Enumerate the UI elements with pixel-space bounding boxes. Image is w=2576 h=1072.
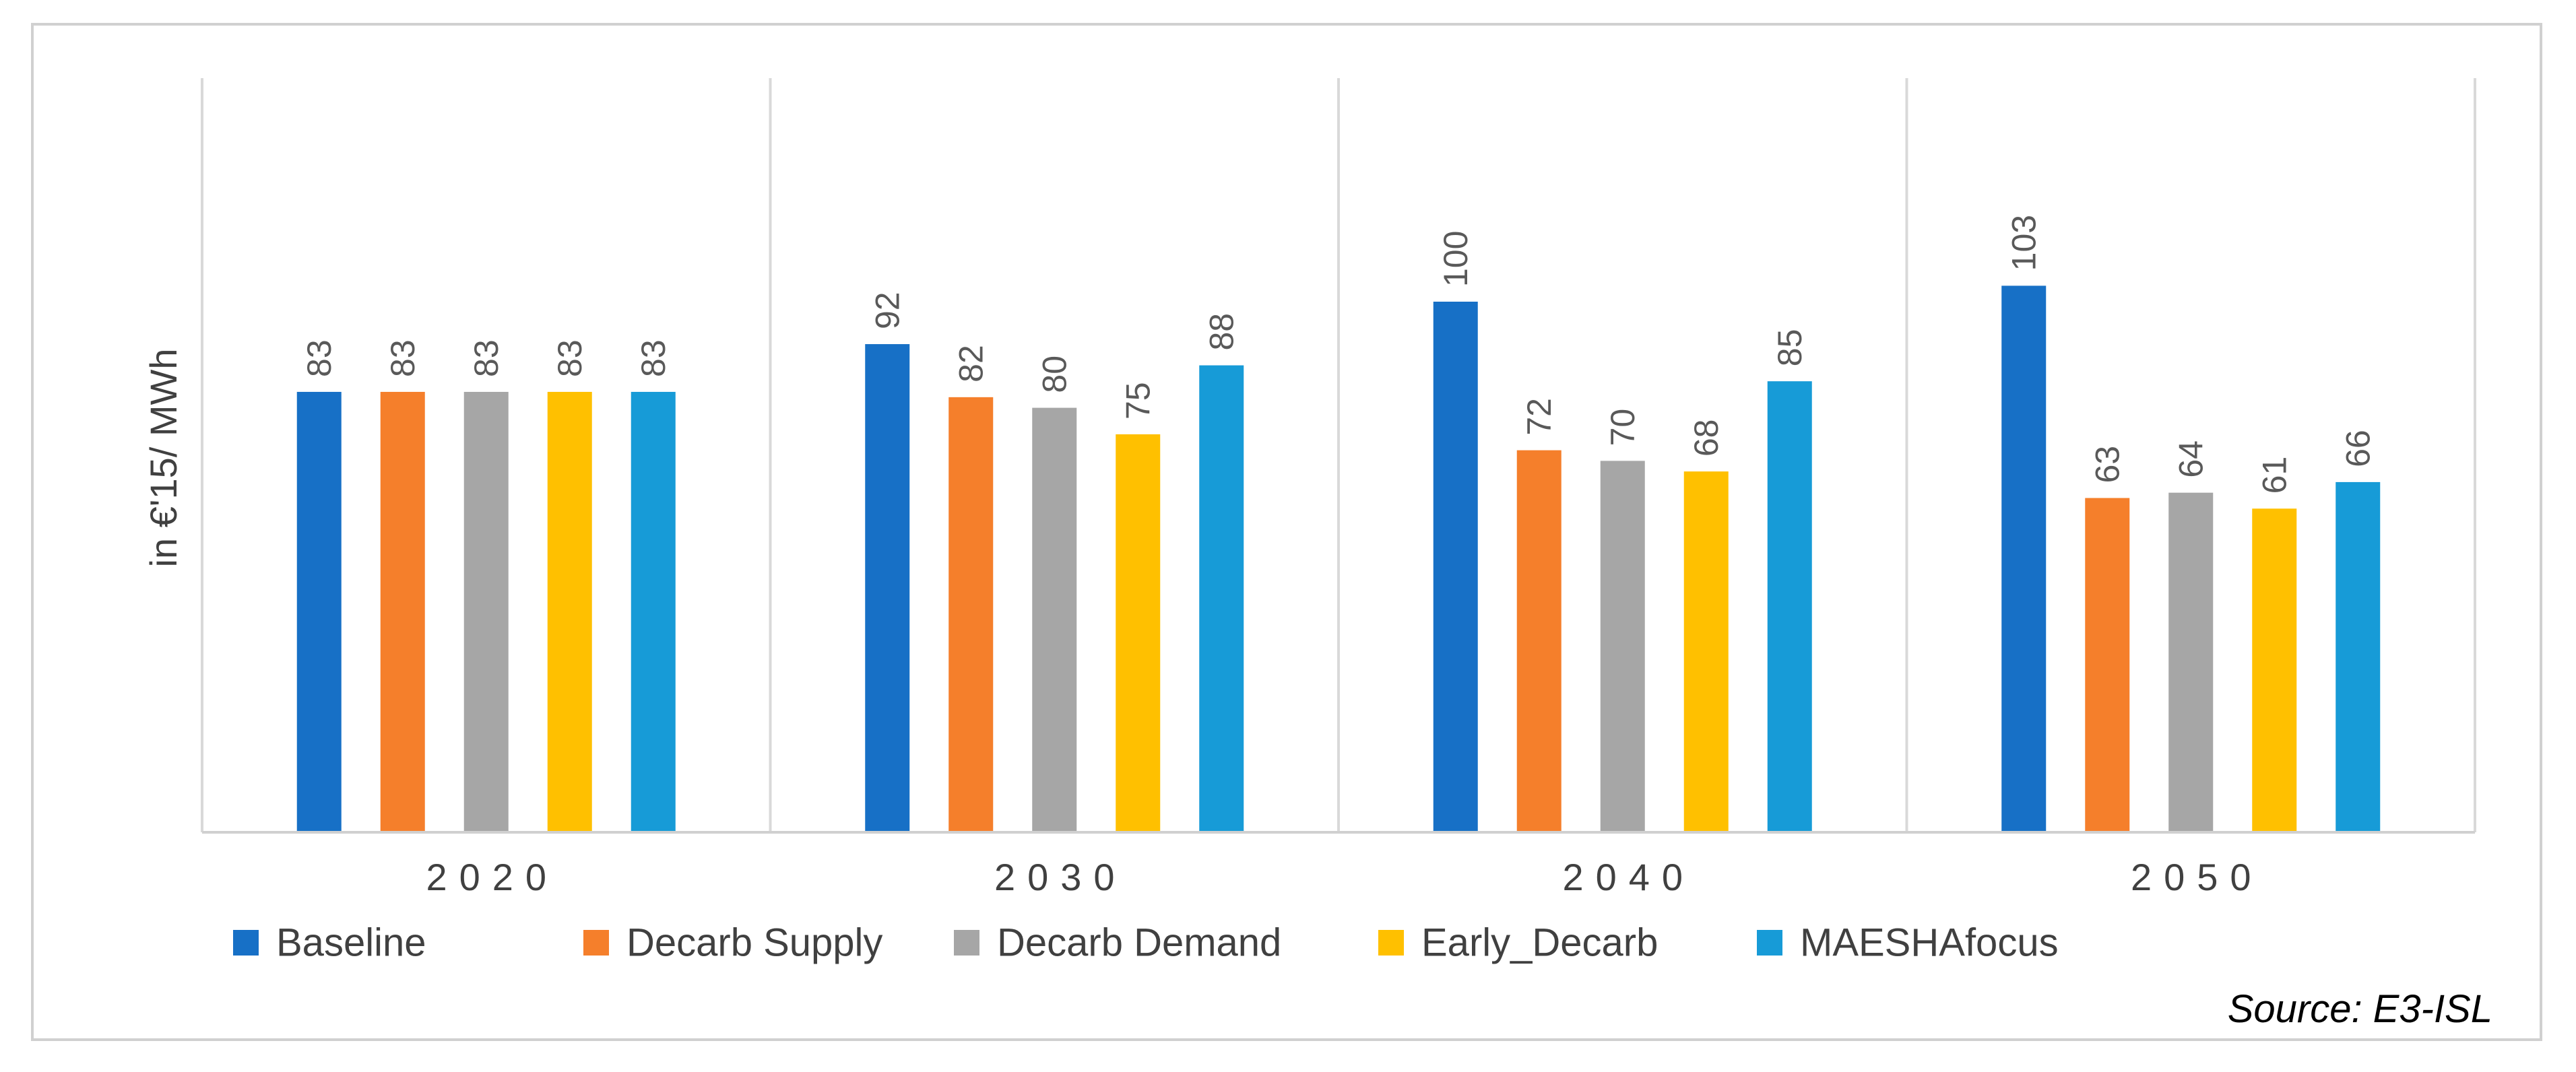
data-label-decarb-supply-2030: 82 <box>952 345 990 382</box>
legend-label-baseline: Baseline <box>276 921 426 965</box>
legend-label-early-decarb: Early_Decarb <box>1421 921 1658 965</box>
data-labels: 83 83 83 83 83 92 82 80 75 88 100 72 70 68 85 103 63 64 61… <box>300 215 2377 494</box>
data-label-maeshafocus-2050: 66 <box>2339 430 2377 467</box>
bar-decarb-supply-2050 <box>2085 498 2130 832</box>
data-label-maeshafocus-2040: 85 <box>1771 329 1809 367</box>
data-label-decarb-demand-2020: 83 <box>468 339 505 377</box>
data-label-baseline-2040: 100 <box>1437 231 1475 287</box>
bar-decarb-supply-2020 <box>380 391 425 832</box>
bar-decarb-demand-2030 <box>1032 407 1077 832</box>
bar-decarb-supply-2030 <box>948 397 994 832</box>
legend-item-early-decarb: Early_Decarb <box>1378 921 1658 965</box>
legend-swatch-decarb-demand <box>954 930 979 956</box>
x-tick-label-2040: 2040 <box>1562 856 1695 898</box>
legend-item-maeshafocus: MAESHAfocus <box>1757 921 2059 965</box>
category-separators <box>201 78 2476 832</box>
data-label-early-decarb-2040: 68 <box>1687 420 1725 457</box>
source-note: Source: E3-ISL <box>2228 987 2492 1031</box>
bar-maeshafocus-2040 <box>1767 381 1812 832</box>
data-label-baseline-2020: 83 <box>300 339 338 377</box>
legend-label-decarb-supply: Decarb Supply <box>626 921 882 965</box>
data-label-decarb-demand-2030: 80 <box>1035 356 1073 393</box>
bar-decarb-demand-2020 <box>463 391 509 832</box>
bar-maeshafocus-2020 <box>631 391 676 832</box>
legend-item-decarb-demand: Decarb Demand <box>954 921 1281 965</box>
legend-swatch-decarb-supply <box>583 930 609 956</box>
data-label-early-decarb-2030: 75 <box>1119 382 1157 420</box>
legend-item-baseline: Baseline <box>233 921 426 965</box>
data-label-baseline-2030: 92 <box>868 292 906 329</box>
data-label-early-decarb-2050: 61 <box>2255 457 2293 494</box>
chart-frame <box>31 23 2542 1041</box>
legend-label-decarb-demand: Decarb Demand <box>997 921 1281 965</box>
x-tick-labels: 2020 2030 2040 2050 <box>426 856 2263 898</box>
bar-decarb-demand-2050 <box>2168 492 2214 832</box>
x-tick-label-2030: 2030 <box>994 856 1127 898</box>
bar-maeshafocus-2030 <box>1199 365 1244 832</box>
data-label-maeshafocus-2020: 83 <box>635 339 672 377</box>
legend-item-decarb-supply: Decarb Supply <box>583 921 882 965</box>
bars <box>296 286 2381 832</box>
bar-baseline-2020 <box>296 391 342 832</box>
legend-swatch-early-decarb <box>1378 930 1404 956</box>
data-label-baseline-2050: 103 <box>2005 215 2042 271</box>
bar-early-decarb-2040 <box>1683 471 1729 832</box>
x-tick-label-2050: 2050 <box>2131 856 2263 898</box>
bar-early-decarb-2030 <box>1116 434 1161 832</box>
data-label-early-decarb-2020: 83 <box>551 339 589 377</box>
data-label-maeshafocus-2030: 88 <box>1202 313 1240 351</box>
data-label-decarb-demand-2050: 64 <box>2172 440 2210 478</box>
bar-early-decarb-2050 <box>2252 508 2297 832</box>
legend-label-maeshafocus: MAESHAfocus <box>1800 921 2059 965</box>
bar-decarb-demand-2040 <box>1600 461 1645 832</box>
bar-baseline-2050 <box>2001 286 2047 832</box>
legend: Baseline Decarb Supply Decarb Demand Early_… <box>233 921 2059 965</box>
data-label-decarb-supply-2040: 72 <box>1520 398 1558 436</box>
bar-early-decarb-2020 <box>547 391 592 832</box>
data-label-decarb-supply-2050: 63 <box>2088 446 2126 483</box>
data-label-decarb-demand-2040: 70 <box>1604 409 1642 446</box>
bar-decarb-supply-2040 <box>1516 450 1561 832</box>
bar-maeshafocus-2050 <box>2336 481 2381 832</box>
data-label-decarb-supply-2020: 83 <box>384 339 422 377</box>
legend-swatch-maeshafocus <box>1757 930 1782 956</box>
x-tick-label-2020: 2020 <box>426 856 558 898</box>
legend-swatch-baseline <box>233 930 259 956</box>
bar-baseline-2030 <box>865 344 910 832</box>
y-axis-title: in €'15/ MWh <box>142 348 185 567</box>
bar-baseline-2040 <box>1433 302 1478 832</box>
